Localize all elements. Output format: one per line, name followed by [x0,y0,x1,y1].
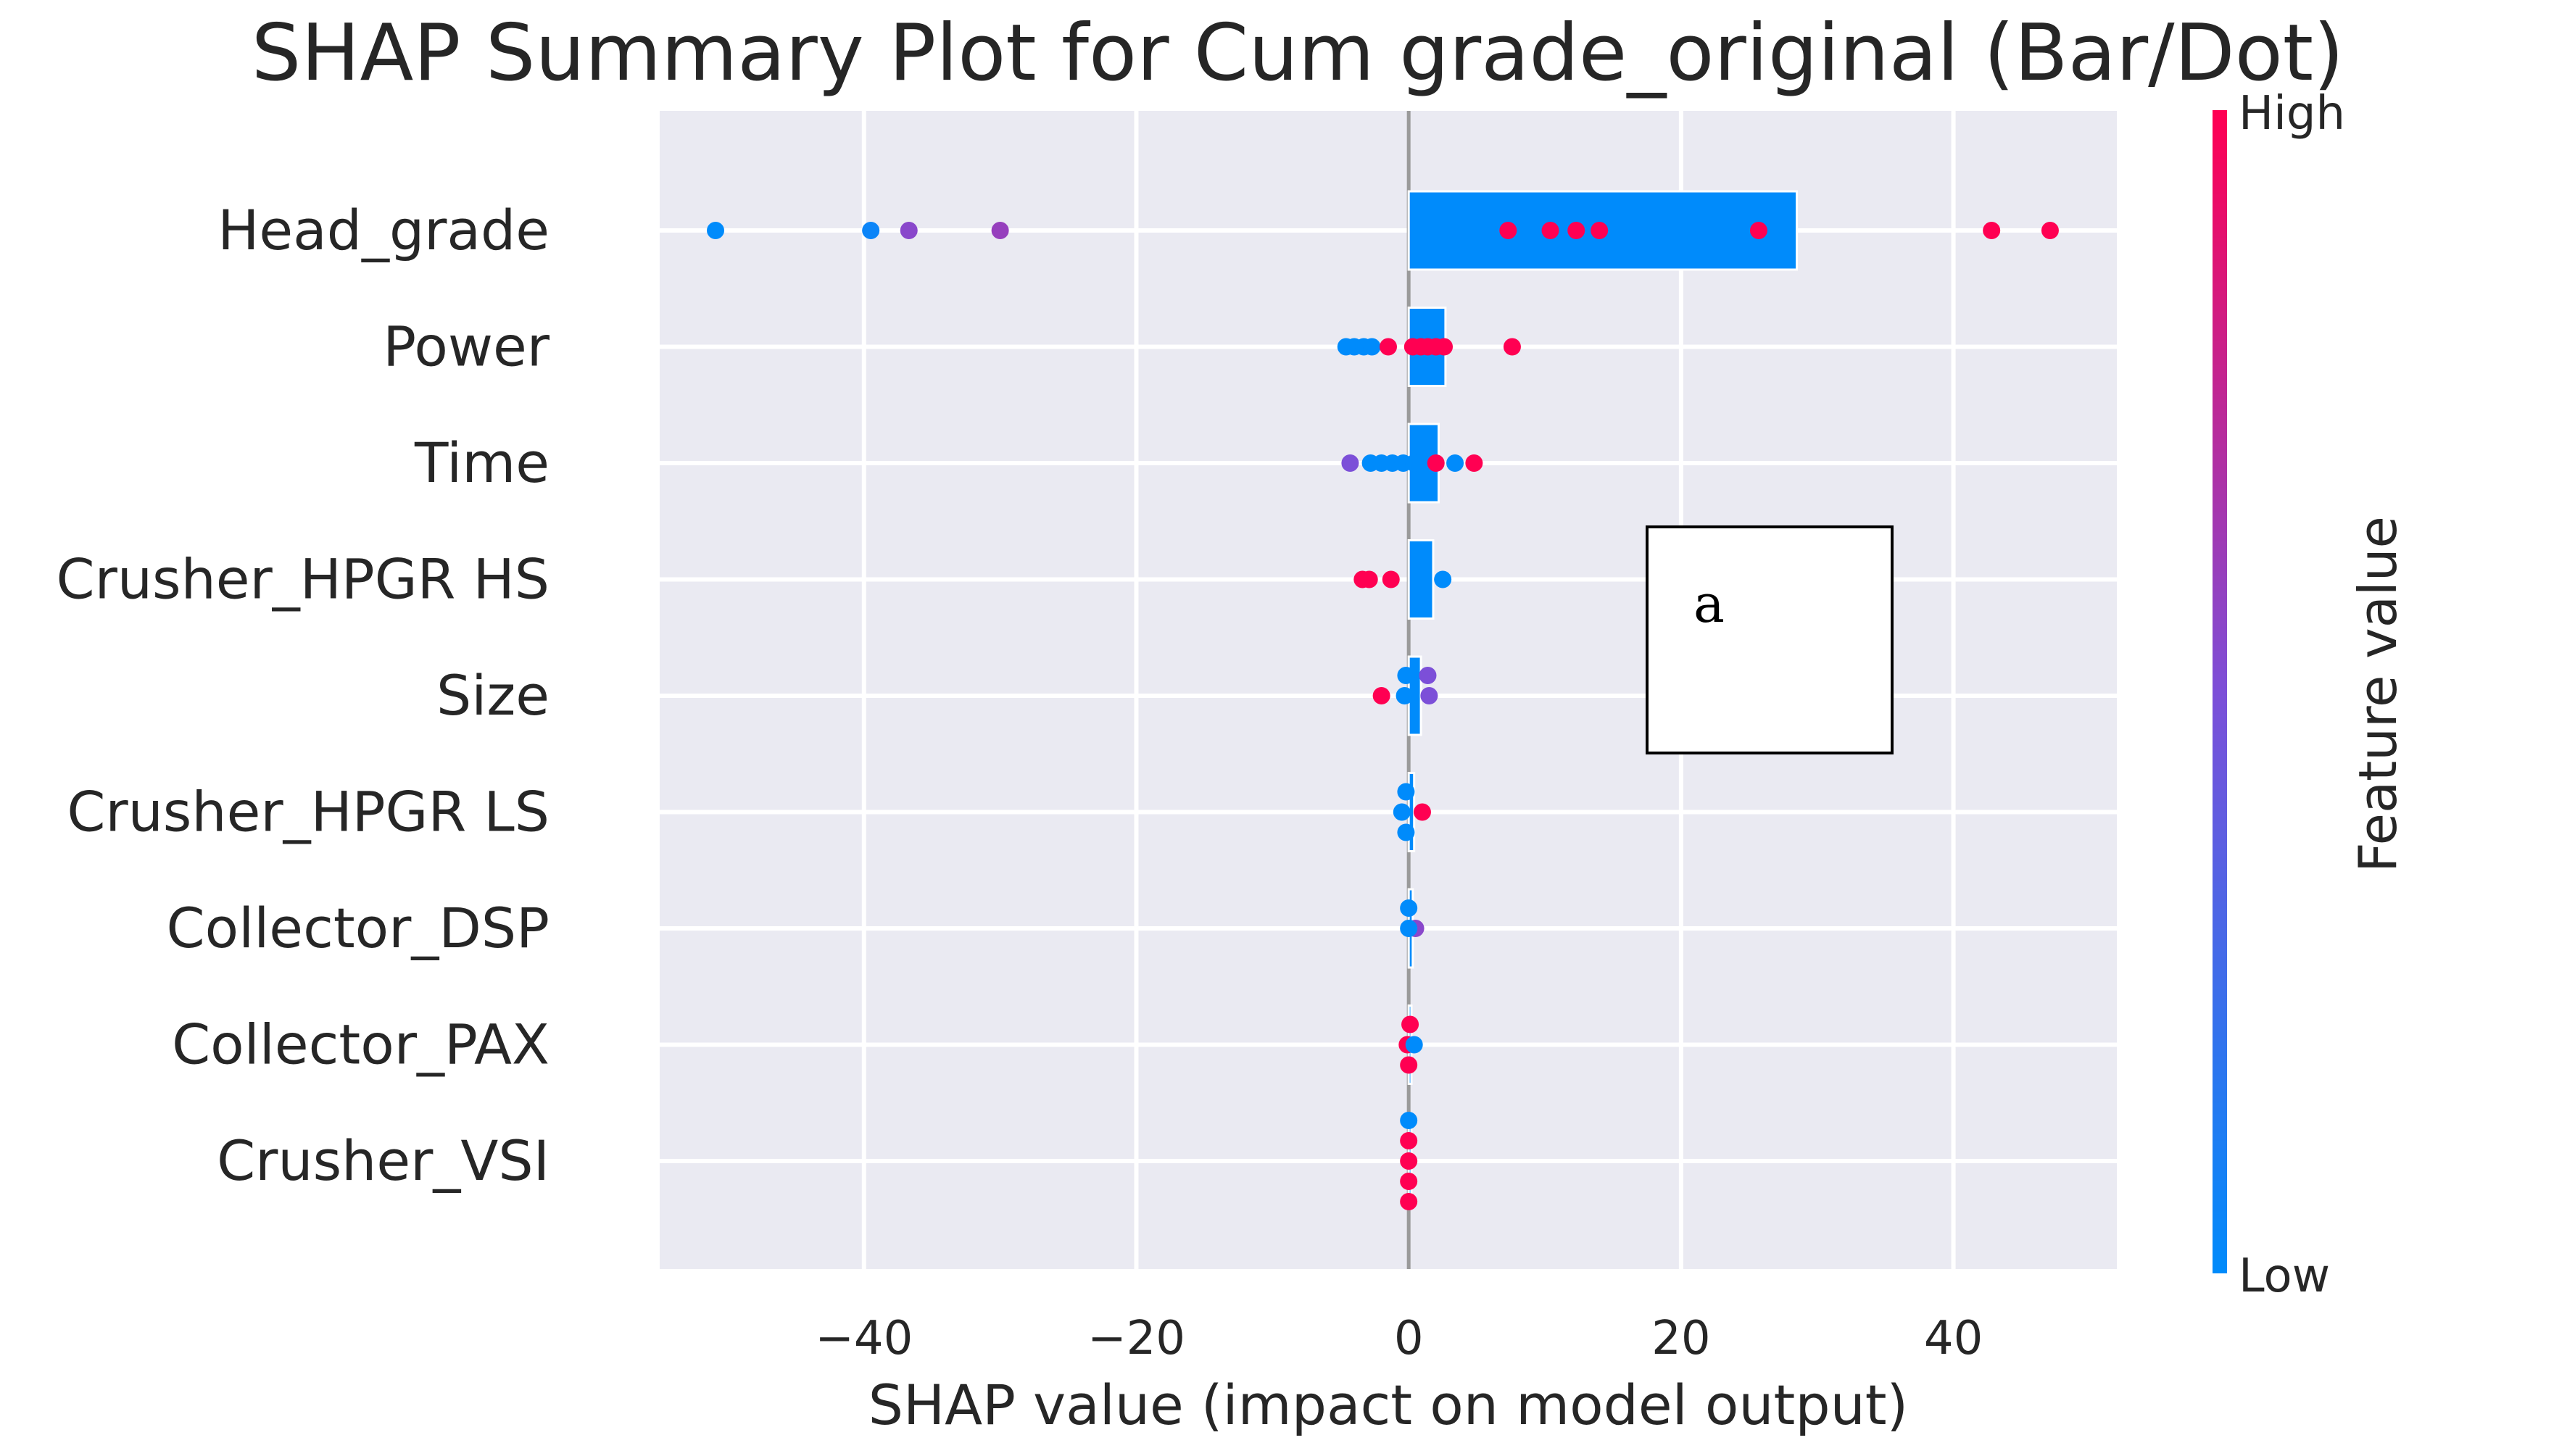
dot-power [1503,338,1521,356]
category-label-collector-pax: Collector_PAX [172,1012,550,1077]
dot-head-grade [2041,222,2059,239]
dot-head-grade [862,222,880,239]
dot-crusher-vsi [1400,1173,1418,1190]
dot-head-grade [1541,222,1559,239]
dot-collector-pax [1401,1015,1419,1033]
dot-head-grade [1567,222,1585,239]
dot-crusher-vsi [1400,1152,1418,1170]
category-label-crusher-hpgr-ls: Crusher_HPGR LS [67,780,550,844]
shap-dots [707,222,2059,1210]
dot-crusher-hpgr-ls [1397,783,1415,801]
colorbar-low-label: Low [2239,1249,2330,1303]
dot-crusher-vsi [1400,1112,1418,1129]
dot-power [1363,338,1381,356]
dot-crusher-hpgr-hs [1434,570,1452,588]
dot-size [1419,667,1437,684]
dot-head-grade [1749,222,1767,239]
dot-crusher-hpgr-ls [1393,803,1411,821]
category-label-power: Power [383,315,550,379]
dot-size [1420,687,1438,704]
dot-head-grade [707,222,725,239]
dot-time [1405,454,1423,472]
chart-title: SHAP Summary Plot for Cum grade_original… [252,8,2344,99]
colorbar [2213,110,2227,1273]
colorbar-title: Feature value [2347,516,2408,873]
x-tick-label: 40 [1924,1312,1983,1365]
dot-size [1397,667,1415,684]
category-label-head-grade: Head_grade [217,198,550,262]
dot-collector-dsp [1400,899,1418,917]
dot-crusher-vsi [1400,1193,1418,1210]
dot-head-grade [991,222,1009,239]
dot-crusher-hpgr-ls [1413,803,1431,821]
dot-head-grade [1983,222,2001,239]
dot-head-grade [1591,222,1609,239]
dot-time [1446,454,1464,472]
dot-head-grade [1499,222,1517,239]
dot-crusher-hpgr-hs [1382,570,1400,588]
dot-time [1427,454,1445,472]
colorbar-high-label: High [2239,87,2345,141]
dot-power [1435,338,1454,356]
dot-collector-pax [1405,1036,1423,1054]
x-tick-label: 0 [1394,1312,1424,1365]
x-axis-ticks: −40 −20 0 20 40 [815,1312,1983,1365]
dot-collector-pax [1400,1056,1418,1074]
bar-crusher-hpgr-hs [1407,539,1435,620]
annotation-box [1646,525,1894,754]
dot-time [1465,454,1483,472]
category-label-crusher-hpgr-hs: Crusher_HPGR HS [57,547,550,612]
feature-labels: Head_grade Power Time Crusher_HPGR HS Size Cr… [57,198,550,1193]
annotation-label: a [1693,573,1725,634]
dot-head-grade [900,222,918,239]
x-tick-label: −40 [815,1312,913,1365]
x-tick-label: 20 [1651,1312,1710,1365]
plot-area [660,111,2117,1269]
category-label-size: Size [436,663,550,728]
category-label-collector-dsp: Collector_DSP [167,896,550,960]
category-label-time: Time [414,430,550,495]
dot-size [1396,687,1414,704]
dot-size [1372,687,1390,704]
dot-power [1380,338,1397,356]
dot-crusher-vsi [1400,1132,1418,1149]
x-axis-title: SHAP value (impact on model output) [868,1373,1908,1437]
dot-collector-dsp [1400,920,1418,937]
dot-crusher-hpgr-ls [1397,823,1415,841]
category-label-crusher-vsi: Crusher_VSI [217,1128,550,1193]
x-tick-label: −20 [1087,1312,1185,1365]
dot-crusher-hpgr-hs [1360,570,1378,588]
dot-time [1341,454,1359,472]
